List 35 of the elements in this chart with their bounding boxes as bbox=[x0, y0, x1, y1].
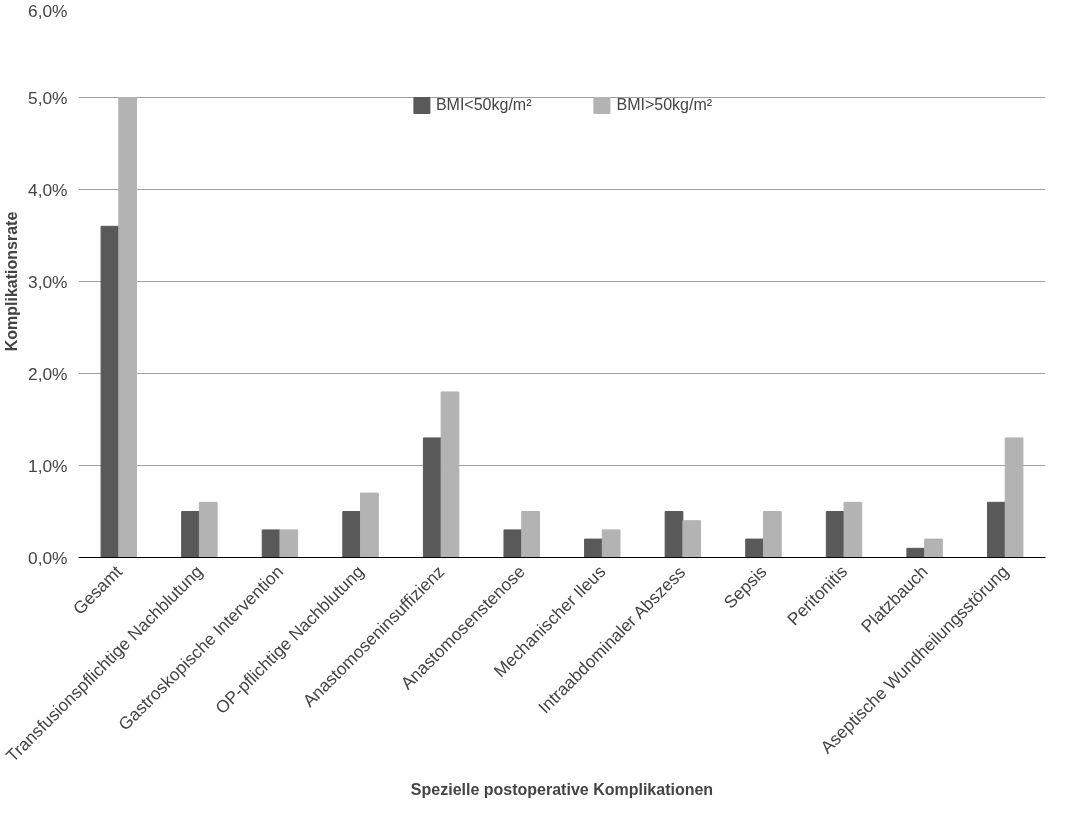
bar bbox=[118, 97, 138, 558]
bar bbox=[664, 511, 684, 558]
y-tick-label: 3,0% bbox=[28, 271, 68, 292]
bar bbox=[279, 529, 299, 558]
bar bbox=[100, 225, 120, 558]
y-tick-label: 0,0% bbox=[28, 547, 68, 568]
y-tick-label: 5,0% bbox=[28, 87, 68, 108]
legend-label: BMI<50kg/m² bbox=[435, 96, 532, 114]
y-tick-label: 1,0% bbox=[28, 455, 68, 476]
bar bbox=[342, 511, 362, 558]
y-axis-title: Komplikationsrate bbox=[3, 211, 20, 352]
bar bbox=[521, 511, 540, 558]
bar bbox=[261, 529, 281, 558]
bar bbox=[440, 391, 460, 558]
bar bbox=[924, 538, 943, 558]
bar bbox=[745, 538, 764, 558]
bar bbox=[682, 520, 702, 558]
legend-label: BMI>50kg/m² bbox=[616, 96, 713, 114]
bar bbox=[198, 501, 218, 558]
y-tick-label: 4,0% bbox=[28, 179, 68, 200]
bar bbox=[181, 511, 200, 558]
x-axis-title: Spezielle postoperative Komplikationen bbox=[410, 780, 714, 798]
bar bbox=[503, 529, 523, 558]
bar bbox=[986, 501, 1006, 558]
y-tick-label: 2,0% bbox=[28, 363, 68, 384]
bar bbox=[843, 501, 863, 558]
bar bbox=[584, 538, 603, 558]
bar bbox=[422, 437, 442, 558]
bar bbox=[601, 529, 621, 558]
bar bbox=[762, 511, 782, 558]
bar bbox=[906, 547, 926, 558]
bar bbox=[825, 511, 845, 558]
y-tick-label: 6,0% bbox=[28, 0, 68, 21]
bar bbox=[360, 492, 379, 558]
bar bbox=[1004, 437, 1024, 558]
